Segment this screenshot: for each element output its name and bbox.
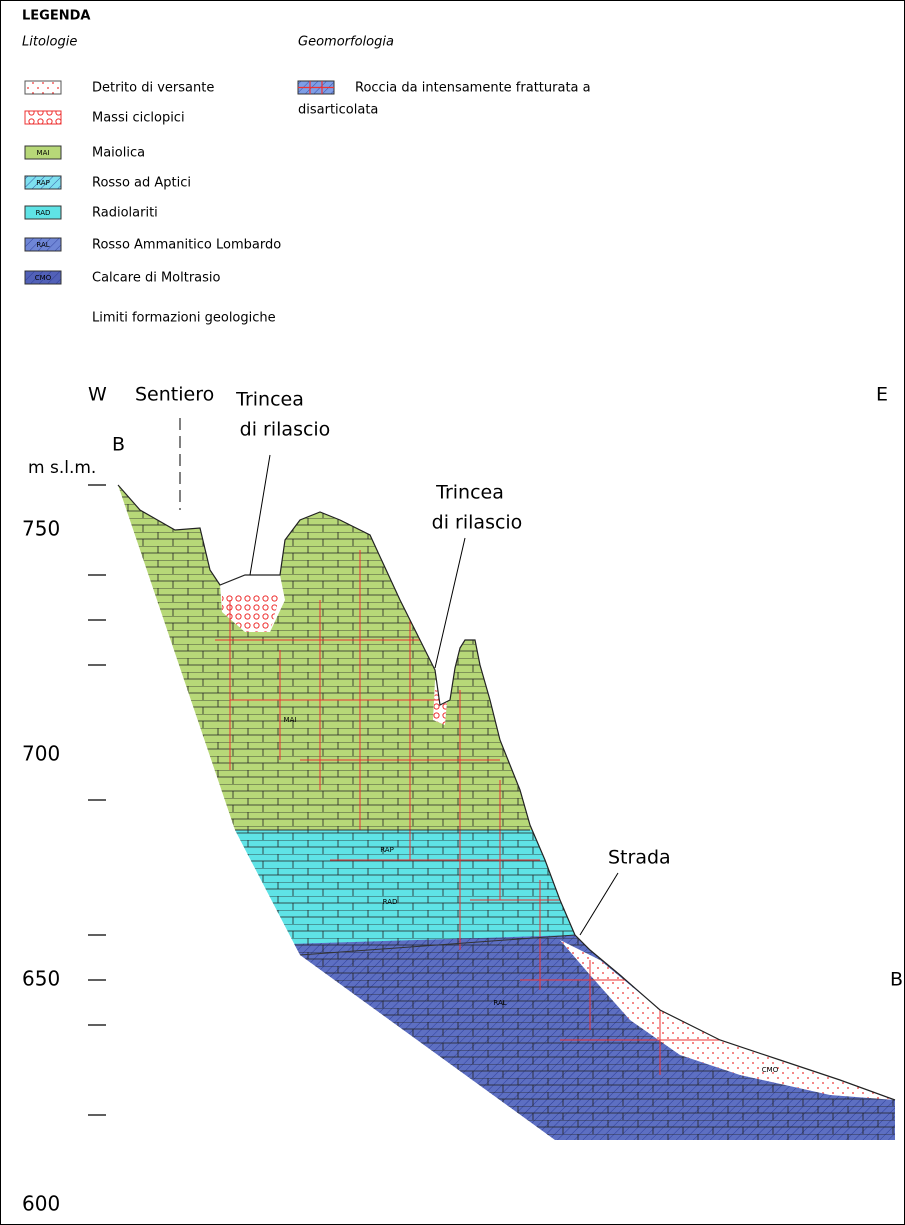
point-label: B	[890, 969, 903, 991]
west-label: W	[88, 384, 107, 406]
formation-code: RAD	[383, 898, 398, 906]
swatch-code: MAI	[37, 149, 50, 157]
legend-label: Rosso ad Aptici	[92, 176, 191, 191]
point-label: B	[112, 434, 125, 456]
elevation-label: 700	[22, 742, 60, 766]
elevation-label: 650	[22, 967, 60, 991]
east-label: E	[876, 384, 888, 406]
legend-label: Calcare di Moltrasio	[92, 271, 221, 286]
swatch-code: RAD	[36, 209, 51, 217]
site-label: di rilascio	[432, 512, 523, 534]
legend-label: Massi ciclopici	[92, 111, 185, 126]
formation-code: RAP	[380, 846, 394, 854]
site-label: di rilascio	[240, 419, 331, 441]
legend-label: Detrito di versante	[92, 81, 214, 96]
profile-body	[100, 470, 900, 1150]
site-label: Strada	[608, 847, 671, 869]
legend-heading: Litologie	[22, 35, 77, 50]
formation-code: MAI	[284, 716, 297, 724]
site-label: Trincea	[435, 482, 504, 504]
legend-label: Rosso Ammanitico Lombardo	[92, 238, 281, 253]
cross-section: LEGENDA Litologie Geomorfologia MAI RAP …	[0, 0, 905, 1225]
legend-label: Roccia da intensamente fratturata a	[355, 81, 591, 96]
swatch-code: RAL	[36, 241, 49, 249]
legend-label: disarticolata	[298, 103, 378, 118]
site-label: Trincea	[235, 389, 304, 411]
swatch-code: RAP	[36, 179, 50, 187]
swatch-code: CMO	[35, 274, 52, 282]
legend-title: LEGENDA	[22, 9, 90, 24]
legend-label: Limiti formazioni geologiche	[92, 311, 276, 326]
elevation-ticks	[88, 485, 106, 1115]
formation-code: RAL	[493, 999, 506, 1007]
elevation-label: 600	[22, 1192, 60, 1216]
unit-label: m s.l.m.	[28, 458, 96, 478]
legend-heading: Geomorfologia	[298, 35, 394, 50]
formation-code: CMO	[762, 1066, 779, 1074]
legend-label: Maiolica	[92, 146, 145, 161]
elevation-label: 750	[22, 517, 60, 541]
legend-label: Radiolariti	[92, 206, 158, 221]
site-label: Sentiero	[135, 384, 214, 406]
